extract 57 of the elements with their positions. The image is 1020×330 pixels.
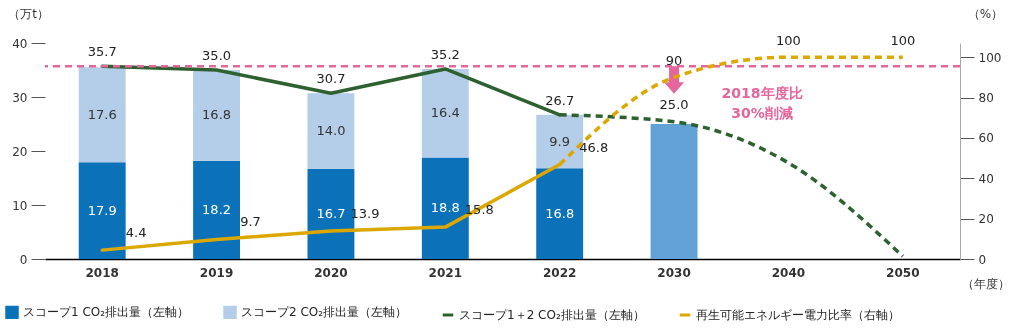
data-label: 16.8 xyxy=(202,107,232,123)
data-label: 25.0 xyxy=(659,97,689,112)
x-tick-label: 2020 xyxy=(314,265,348,280)
data-label: 9.9 xyxy=(549,133,571,149)
data-label: 17.9 xyxy=(87,202,117,218)
data-label: 46.8 xyxy=(579,139,609,155)
y2-tick-label: 20 xyxy=(978,212,994,227)
data-label: 9.7 xyxy=(240,214,261,230)
data-label: 100 xyxy=(890,33,916,49)
y-tick-label: 40 xyxy=(12,36,28,51)
x-tick-label: 2030 xyxy=(657,265,691,280)
bar xyxy=(307,93,355,169)
data-label: 35.0 xyxy=(202,48,232,63)
data-label: 14.0 xyxy=(316,123,346,139)
bar xyxy=(536,168,584,259)
data-label: 16.8 xyxy=(545,205,575,221)
data-label: 17.6 xyxy=(87,106,117,122)
y2-axis-title: （%） xyxy=(967,6,1004,21)
data-label: 18.8 xyxy=(430,200,460,216)
y2-tick-label: 100 xyxy=(978,50,1002,65)
data-label: 35.2 xyxy=(430,46,460,62)
y2-tick-label: 60 xyxy=(978,131,994,146)
y-tick-label: 0 xyxy=(19,252,28,267)
bar xyxy=(193,70,241,161)
bar xyxy=(78,67,126,163)
x-tick-label: 2040 xyxy=(771,265,806,280)
data-label: 35.7 xyxy=(87,44,117,60)
y-tick-label: 30 xyxy=(12,90,28,105)
y-tick-label: 10 xyxy=(12,198,28,213)
data-label: 90 xyxy=(665,53,683,69)
x-tick-label: 2019 xyxy=(199,265,234,280)
y2-tick-label: 80 xyxy=(978,91,994,105)
data-label: 4.4 xyxy=(125,225,147,241)
data-label: 16.7 xyxy=(316,205,346,221)
data-label: 30.7 xyxy=(316,71,346,87)
bar xyxy=(421,68,469,158)
data-label: 18.2 xyxy=(202,201,232,217)
data-label: 26.7 xyxy=(545,92,575,108)
x-tick-label: 2022 xyxy=(542,265,577,280)
y2-tick-label: 0 xyxy=(978,252,987,267)
x-tick-label: 2018 xyxy=(85,265,119,280)
x-axis-title: （年度） xyxy=(961,276,1010,291)
bar xyxy=(78,162,126,259)
legend-label: スコープ1 CO₂排出量（左軸） xyxy=(23,305,190,320)
legend-label: スコープ1＋2 CO₂排出量（左軸） xyxy=(459,308,645,322)
bar xyxy=(193,160,241,259)
y-tick-label: 20 xyxy=(12,144,28,159)
legend-label: スコープ2 CO₂排出量（左軸） xyxy=(241,305,408,320)
x-tick-label: 2050 xyxy=(886,265,920,280)
x-tick-label: 2021 xyxy=(428,265,463,280)
legend-label: 再生可能エネルギー電力比率（右軸） xyxy=(696,308,900,322)
y-axis-title: （万t） xyxy=(8,6,49,21)
y2-tick-label: 40 xyxy=(978,171,994,186)
bar xyxy=(650,124,698,259)
data-label: 16.4 xyxy=(430,105,460,121)
annotation: 2018年度比 30%削減 xyxy=(721,85,803,122)
data-label: 100 xyxy=(776,33,801,49)
